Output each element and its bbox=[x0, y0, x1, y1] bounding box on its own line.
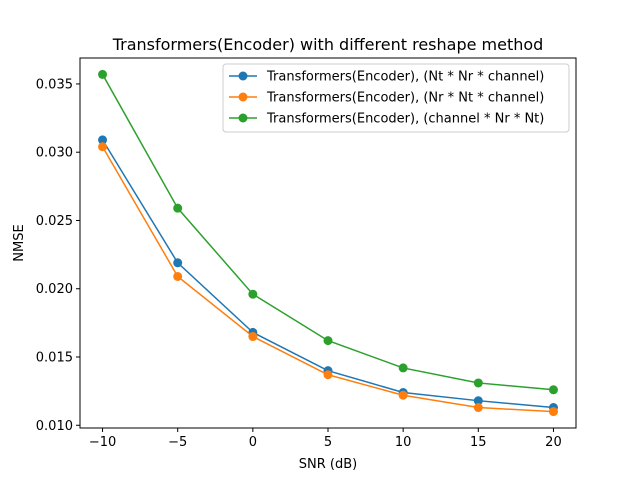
y-tick-label: 0.010 bbox=[36, 419, 73, 434]
x-tick-label: 5 bbox=[324, 435, 332, 450]
legend-frame bbox=[222, 63, 570, 133]
data-point-1-6 bbox=[548, 407, 558, 417]
chart-title: Transformers(Encoder) with different res… bbox=[112, 35, 544, 54]
data-point-2-0 bbox=[98, 69, 108, 79]
legend-label-1: Transformers(Encoder), (Nr * Nt * channe… bbox=[266, 91, 544, 106]
legend-label-2: Transformers(Encoder), (channel * Nr * N… bbox=[266, 112, 544, 127]
data-point-2-2 bbox=[248, 289, 258, 299]
x-tick-label: 15 bbox=[470, 435, 487, 450]
legend-marker-0 bbox=[238, 71, 248, 81]
x-axis: −10 −5 0 5 10 15 20 bbox=[89, 428, 562, 450]
x-tick-label: 10 bbox=[395, 435, 412, 450]
data-point-2-5 bbox=[473, 378, 483, 388]
data-point-2-1 bbox=[173, 203, 183, 213]
data-point-0-0 bbox=[98, 135, 108, 145]
x-tick-label: 0 bbox=[249, 435, 257, 450]
legend-marker-2 bbox=[238, 113, 248, 123]
y-tick-label: 0.015 bbox=[36, 351, 73, 366]
data-point-1-0 bbox=[98, 142, 108, 152]
x-tick-label: 20 bbox=[545, 435, 562, 450]
y-tick-label: 0.025 bbox=[36, 214, 73, 229]
data-point-1-5 bbox=[473, 403, 483, 413]
data-point-1-4 bbox=[398, 390, 408, 400]
data-point-2-4 bbox=[398, 363, 408, 373]
legend-marker-1 bbox=[238, 92, 248, 102]
data-point-0-1 bbox=[173, 258, 183, 268]
data-point-2-6 bbox=[548, 385, 558, 395]
data-point-1-1 bbox=[173, 271, 183, 281]
y-tick-label: 0.035 bbox=[36, 77, 73, 92]
plot-marks bbox=[98, 69, 558, 417]
legend-label-0: Transformers(Encoder), (Nt * Nr * channe… bbox=[266, 70, 544, 85]
y-tick-label: 0.030 bbox=[36, 146, 73, 161]
legend: Transformers(Encoder), (Nt * Nr * channe… bbox=[222, 63, 570, 133]
data-point-1-2 bbox=[248, 332, 258, 342]
y-axis-label: NMSE bbox=[12, 224, 27, 261]
data-point-2-3 bbox=[323, 336, 333, 346]
x-axis-label: SNR (dB) bbox=[299, 457, 357, 472]
data-point-1-3 bbox=[323, 370, 333, 380]
data-point-0-5 bbox=[473, 396, 483, 406]
y-tick-label: 0.020 bbox=[36, 282, 73, 297]
x-tick-label: −5 bbox=[168, 435, 187, 450]
y-axis: 0.010 0.015 0.020 0.025 0.030 0.035 bbox=[36, 77, 80, 434]
x-tick-label: −10 bbox=[89, 435, 116, 450]
